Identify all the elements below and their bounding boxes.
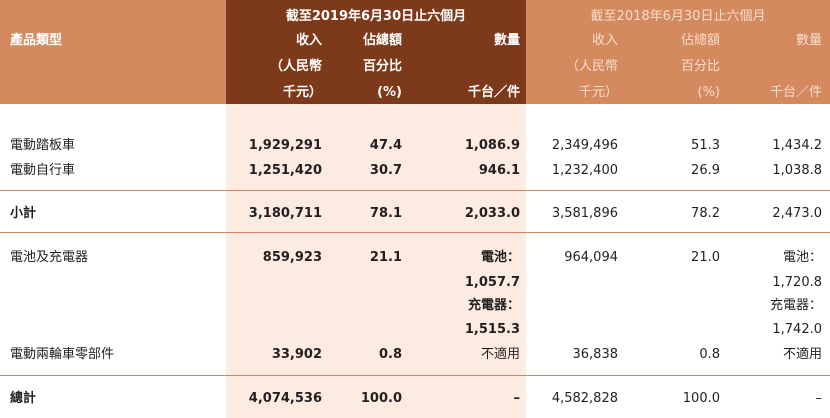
period-2018-header: 截至2018年6月30日止六個月 <box>590 9 766 24</box>
cell-rev-2018: 3,581,896 <box>551 206 618 221</box>
cell-rev-2018: 1,232,400 <box>551 163 618 178</box>
cell-qty-2018: 1,038.8 <box>772 163 822 178</box>
row-label: 電動踏板車 <box>10 138 76 153</box>
cell-qty-2019: 不適用 <box>480 347 520 362</box>
cell-rev-2019: 859,923 <box>262 250 322 265</box>
cell-qty-2019-battery-label: 電池： <box>480 250 520 265</box>
cell-pct-2019: 100.0 <box>360 391 402 406</box>
cell-pct-2018: 26.9 <box>691 163 720 178</box>
cell-rev-2019: 4,074,536 <box>248 391 322 406</box>
cell-qty-2018: 2,473.0 <box>772 206 822 221</box>
cell-pct-2018: 78.2 <box>691 206 720 221</box>
cell-pct-2018: 21.0 <box>691 250 720 265</box>
cell-rev-2019: 1,929,291 <box>248 138 322 153</box>
cell-qty-2018-charger-label: 充電器： <box>769 298 822 313</box>
subtotal-label: 小計 <box>10 206 37 221</box>
pct-2019-header-l1: 佔總額 <box>362 33 402 48</box>
revenue-2018-header-l3: 千元） <box>578 85 618 100</box>
cell-qty-2019-charger-value: 1,515.3 <box>464 322 520 337</box>
cell-pct-2019: 78.1 <box>369 206 402 221</box>
subtotal-rule-bottom <box>0 232 830 233</box>
cell-pct-2018: 100.0 <box>682 391 720 406</box>
cell-qty-2018-charger-value: 1,742.0 <box>772 322 822 337</box>
qty-2019-header-l1: 數量 <box>493 33 520 48</box>
cell-qty-2018: 不適用 <box>782 347 822 362</box>
cell-qty-2019: – <box>513 391 521 406</box>
cell-qty-2018: – <box>815 391 823 406</box>
cell-rev-2018: 964,094 <box>564 250 618 265</box>
cell-rev-2019: 3,180,711 <box>248 206 322 221</box>
revenue-2019-header-l2: （人民幣 <box>269 59 322 74</box>
cell-qty-2019-charger-label: 充電器： <box>467 298 520 313</box>
pct-2019-header-l3: (%) <box>377 85 402 100</box>
total-rule-top <box>0 375 830 376</box>
header-2019-block <box>226 0 526 104</box>
cell-rev-2018: 2,349,496 <box>551 138 618 153</box>
revenue-2018-header-l2: （人民幣 <box>565 59 618 74</box>
row-label: 電動兩輪車零部件 <box>10 347 115 362</box>
revenue-2019-header-l3: 千元） <box>282 85 322 100</box>
cell-rev-2018: 36,838 <box>572 347 619 362</box>
pct-2018-header-l1: 佔總額 <box>680 33 720 48</box>
pct-2019-header-l2: 百分比 <box>362 59 402 74</box>
cell-qty-2019: 1,086.9 <box>464 138 520 153</box>
header-2018-block <box>526 0 830 104</box>
cell-pct-2018: 0.8 <box>699 347 720 362</box>
qty-2018-header-l2: 千台／件 <box>769 85 822 100</box>
cell-pct-2019: 47.4 <box>369 138 402 153</box>
qty-2018-header-l1: 數量 <box>795 33 822 48</box>
category-header: 產品類型 <box>10 33 63 48</box>
header-category-cell <box>0 0 226 104</box>
period-2019-header: 截至2019年6月30日止六個月 <box>285 9 467 24</box>
column-band-2019 <box>226 104 526 418</box>
total-label: 總計 <box>10 391 37 406</box>
cell-qty-2018-battery-value: 1,720.8 <box>772 275 822 290</box>
cell-qty-2018-battery-label: 電池： <box>782 250 822 265</box>
revenue-2018-header-l1: 收入 <box>591 33 618 48</box>
subtotal-rule-top <box>0 190 830 191</box>
cell-qty-2019-battery-value: 1,057.7 <box>464 275 520 290</box>
qty-2019-header-l2: 千台／件 <box>467 85 520 100</box>
cell-rev-2019: 33,902 <box>271 347 322 362</box>
cell-rev-2018: 4,582,828 <box>551 391 618 406</box>
cell-qty-2018: 1,434.2 <box>772 138 822 153</box>
pct-2018-header-l2: 百分比 <box>680 59 720 74</box>
cell-qty-2019: 2,033.0 <box>464 206 520 221</box>
pct-2018-header-l3: (%) <box>697 85 721 100</box>
cell-qty-2019: 946.1 <box>478 163 520 178</box>
row-label: 電池及充電器 <box>10 250 89 265</box>
cell-rev-2019: 1,251,420 <box>248 163 322 178</box>
revenue-2019-header-l1: 收入 <box>295 33 322 48</box>
cell-pct-2019: 0.8 <box>378 347 402 362</box>
cell-pct-2019: 30.7 <box>369 163 402 178</box>
cell-pct-2019: 21.1 <box>369 250 402 265</box>
cell-pct-2018: 51.3 <box>691 138 720 153</box>
row-label: 電動自行車 <box>10 163 76 178</box>
